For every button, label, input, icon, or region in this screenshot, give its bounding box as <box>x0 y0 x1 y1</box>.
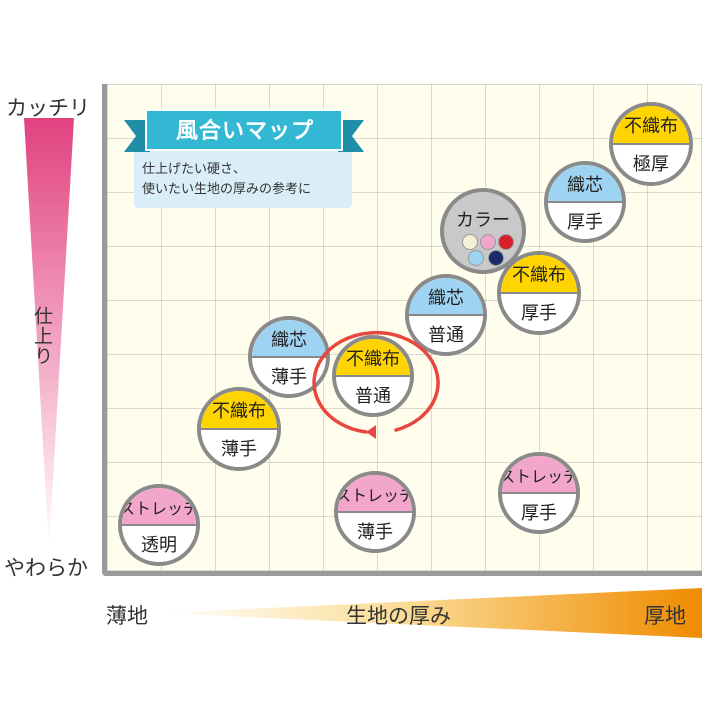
bubble-bottom-label: 透明 <box>122 525 196 562</box>
color-variant-bubble: カラー <box>440 188 526 274</box>
bubble-divider <box>336 375 410 377</box>
bubble-woven-thick: 織芯 厚手 <box>544 161 626 243</box>
bubble-top-label: 織芯 <box>548 165 622 202</box>
map-title: 風合いマップ <box>175 119 314 144</box>
thickness-gradient-bar <box>160 588 702 638</box>
bubble-divider <box>613 143 689 145</box>
bubble-bottom-label: 厚手 <box>502 493 576 530</box>
color-swatch-dot <box>462 234 478 250</box>
bubble-top-label: ストレッチ <box>122 488 196 525</box>
y-axis-bottom-label: やわらか <box>4 556 88 580</box>
x-axis-right-label: 厚地 <box>644 604 686 628</box>
guide-note-box <box>134 148 352 208</box>
bubble-nonwoven-normal: 不織布 普通 <box>332 335 414 417</box>
color-variant-label: カラー <box>456 210 510 231</box>
bubble-top-label: 織芯 <box>252 320 326 357</box>
bubble-bottom-label: 厚手 <box>501 293 577 331</box>
bubble-woven-normal: 織芯 普通 <box>405 274 487 356</box>
bubble-top-label: 織芯 <box>409 278 483 315</box>
color-swatch-dot <box>480 234 496 250</box>
bubble-nonwoven-thick: 不織布 厚手 <box>497 251 581 335</box>
bubble-divider <box>502 492 576 494</box>
highlight-circle <box>312 330 440 439</box>
y-axis-top-label: カッチリ <box>6 96 90 120</box>
bubble-nonwoven-extra: 不織布 極厚 <box>609 102 693 186</box>
bubble-bottom-label: 普通 <box>336 376 410 413</box>
bubble-nonwoven-thin: 不織布 薄手 <box>197 387 281 471</box>
bubble-divider <box>409 314 483 316</box>
bubble-top-label: 不織布 <box>201 391 277 429</box>
bubble-bottom-label: 薄手 <box>338 512 412 549</box>
color-swatch-dot <box>468 250 484 266</box>
bubble-divider <box>548 201 622 203</box>
bubble-divider <box>252 356 326 358</box>
bubble-top-label: ストレッチ <box>338 475 412 512</box>
bubble-stretch-clear: ストレッチ 透明 <box>118 484 200 566</box>
y-axis-title: 仕上り <box>31 306 53 366</box>
x-axis-left-label: 薄地 <box>106 604 148 628</box>
bubble-bottom-label: 極厚 <box>613 144 689 182</box>
color-swatch-dot <box>498 234 514 250</box>
bubble-top-label: 不織布 <box>501 255 577 293</box>
bubble-divider <box>338 511 412 513</box>
bubble-bottom-label: 厚手 <box>548 202 622 239</box>
bubble-bottom-label: 薄手 <box>201 429 277 467</box>
guide-note-line-1: 仕上げたい硬さ、 <box>142 162 247 177</box>
bubble-woven-thin: 織芯 薄手 <box>248 316 330 398</box>
guide-note-text: 仕上げたい硬さ、 使いたい生地の厚みの参考に <box>142 160 311 200</box>
bubble-bottom-label: 薄手 <box>252 357 326 394</box>
bubble-top-label: 不織布 <box>613 106 689 144</box>
bubble-divider <box>201 428 277 430</box>
bubble-top-label: ストレッチ <box>502 456 576 493</box>
guide-note-line-2: 使いたい生地の厚みの参考に <box>142 182 312 197</box>
bubble-divider <box>501 292 577 294</box>
x-axis-title: 生地の厚み <box>346 604 451 628</box>
firmness-gradient-bar <box>24 118 74 548</box>
title-ribbon <box>124 109 364 152</box>
bubble-divider <box>122 524 196 526</box>
color-swatch-dot <box>488 250 504 266</box>
bubble-top-label: 不織布 <box>336 339 410 376</box>
bubble-stretch-thick: ストレッチ 厚手 <box>498 452 580 534</box>
bubble-stretch-thin: ストレッチ 薄手 <box>334 471 416 553</box>
bubble-bottom-label: 普通 <box>409 315 483 352</box>
